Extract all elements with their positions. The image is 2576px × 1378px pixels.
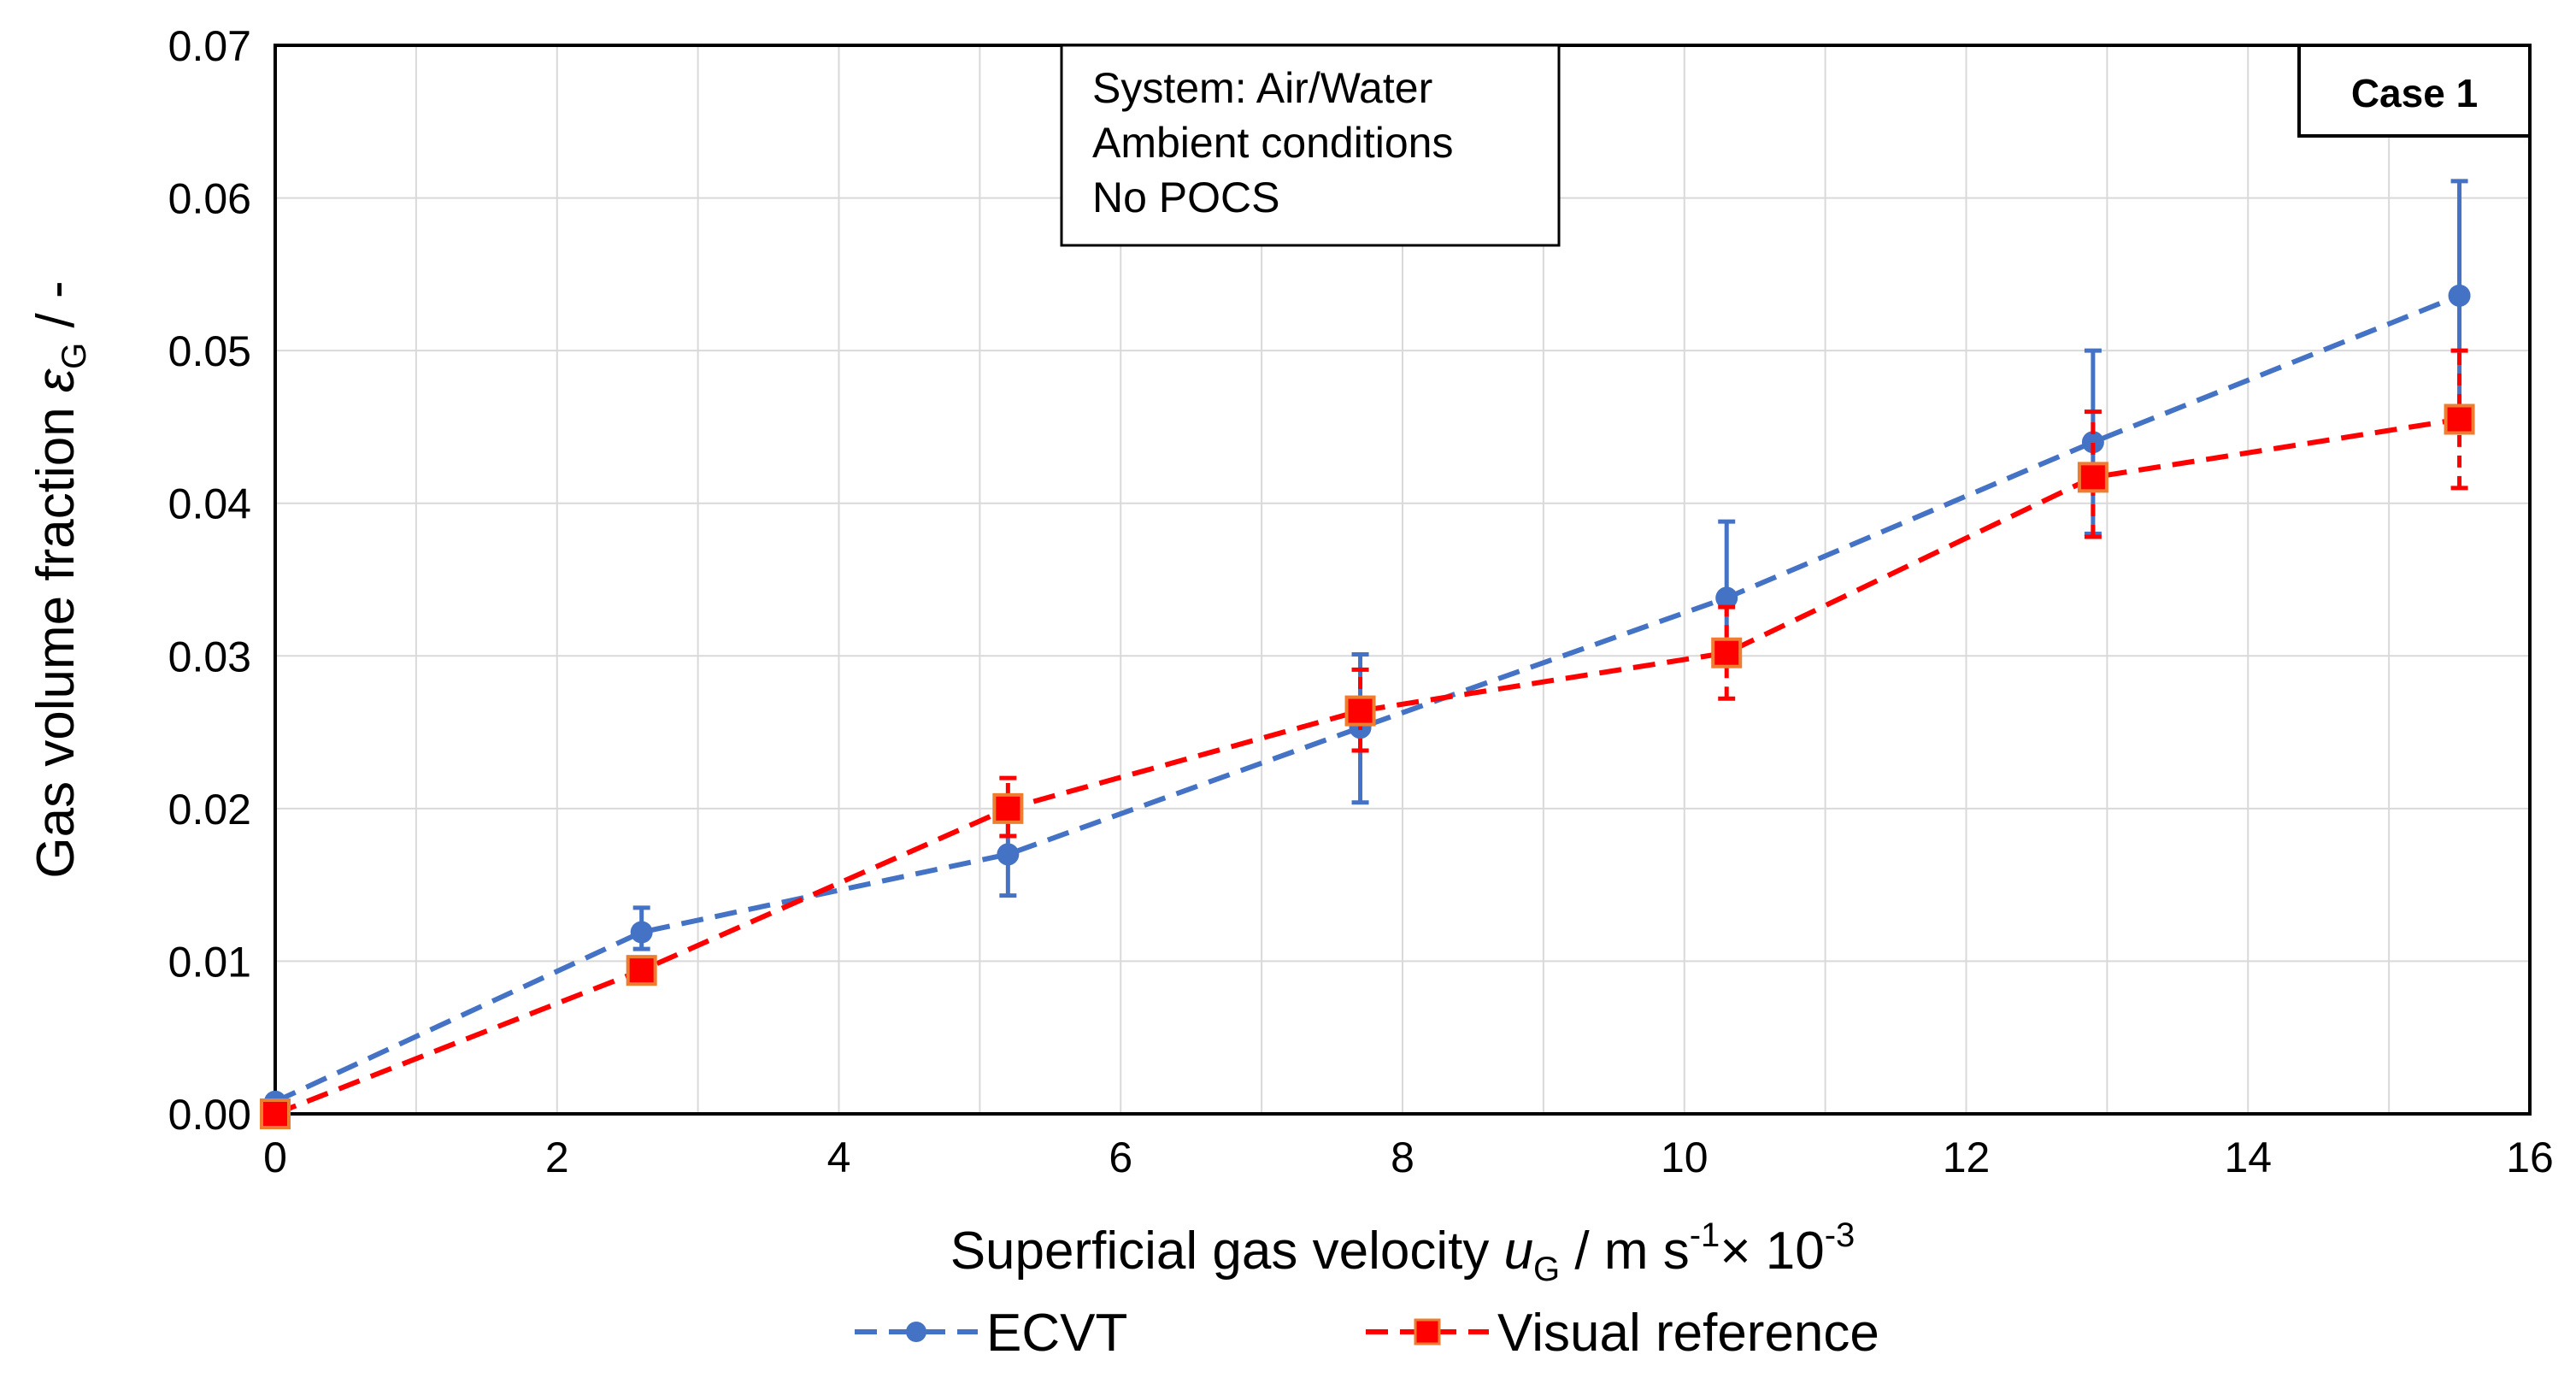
x-tick-label: 10 xyxy=(1661,1134,1709,1181)
y-tick-label: 0.07 xyxy=(168,22,251,70)
y-tick-label: 0.00 xyxy=(168,1091,251,1139)
y-tick-labels: 0.00 0.01 0.02 0.03 0.04 0.05 0.06 0.07 xyxy=(168,22,251,1139)
y-tick-label: 0.02 xyxy=(168,786,251,833)
legend: ECVT Visual reference xyxy=(855,1304,1879,1363)
data-point xyxy=(1711,637,1743,668)
x-tick-label: 16 xyxy=(2506,1134,2554,1181)
info-line-system: System: Air/Water xyxy=(1092,64,1432,112)
legend-visual-label: Visual reference xyxy=(1497,1304,1879,1363)
x-tick-label: 12 xyxy=(1943,1134,1991,1181)
x-tick-label: 8 xyxy=(1391,1134,1414,1181)
y-tick-label: 0.04 xyxy=(168,480,251,528)
data-point xyxy=(2444,403,2475,435)
data-point xyxy=(997,843,1020,866)
x-tick-label: 0 xyxy=(263,1134,287,1181)
x-tick-label: 2 xyxy=(545,1134,569,1181)
x-tick-label: 6 xyxy=(1109,1134,1132,1181)
case-label: Case 1 xyxy=(2351,71,2478,115)
info-box xyxy=(1060,44,1561,247)
data-point xyxy=(626,955,657,986)
series-visual-reference xyxy=(260,348,2475,1129)
info-line-pocs: No POCS xyxy=(1092,174,1280,221)
legend-ecvt-label: ECVT xyxy=(986,1304,1127,1363)
x-tick-labels: 0 2 4 6 8 10 12 14 16 xyxy=(263,1134,2554,1181)
data-point xyxy=(260,1098,291,1129)
y-tick-label: 0.01 xyxy=(168,938,251,986)
y-tick-label: 0.05 xyxy=(168,327,251,375)
data-point xyxy=(630,921,653,944)
data-point xyxy=(992,792,1024,824)
data-point xyxy=(2081,431,2104,454)
info-line-conditions: Ambient conditions xyxy=(1092,119,1453,167)
y-axis-title: Gas volume fraction εG / - xyxy=(26,280,93,878)
data-point xyxy=(2448,284,2471,307)
x-tick-label: 14 xyxy=(2224,1134,2272,1181)
case-label-box xyxy=(2297,44,2532,138)
y-tick-label: 0.03 xyxy=(168,633,251,680)
legend-visual-marker xyxy=(1414,1318,1441,1346)
x-tick-label: 4 xyxy=(827,1134,851,1181)
legend-ecvt-marker xyxy=(906,1322,926,1342)
series-layer xyxy=(260,179,2475,1129)
data-point xyxy=(1715,586,1738,610)
data-point xyxy=(2077,462,2108,493)
x-axis-title: Superficial gas velocity uG / m s-1× 10-… xyxy=(950,1216,1856,1288)
y-tick-label: 0.06 xyxy=(168,175,251,223)
data-point xyxy=(1344,695,1376,727)
